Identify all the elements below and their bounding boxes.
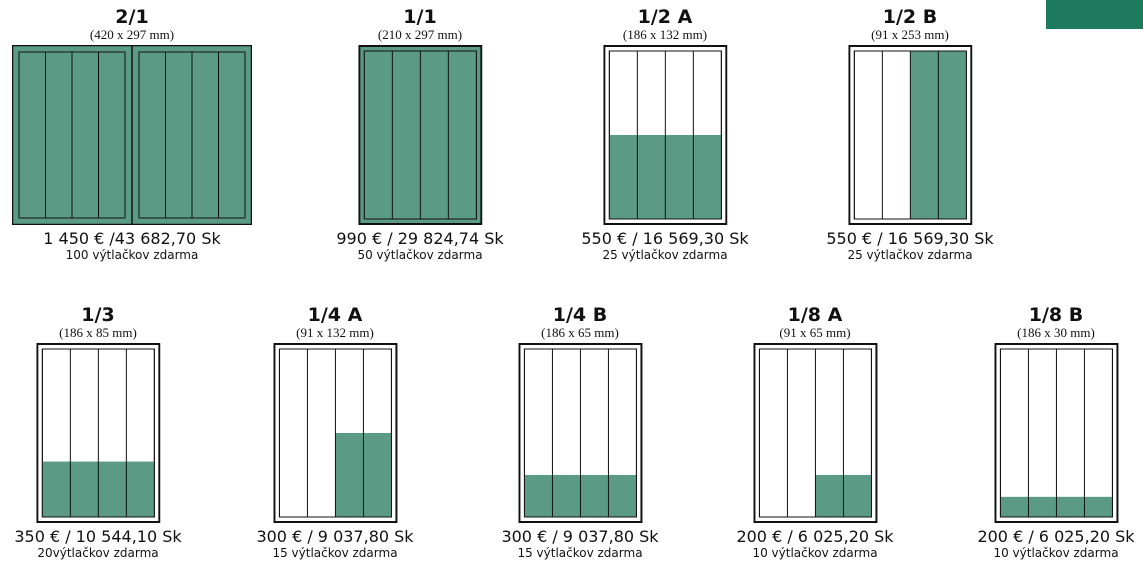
ad-price: 990 € / 29 824,74 Sk bbox=[336, 229, 504, 248]
ad-dimensions: (420 x 297 mm) bbox=[89, 27, 175, 42]
page-diagram-svg bbox=[848, 45, 972, 225]
ad-dimensions: (186 x 65 mm) bbox=[541, 325, 619, 340]
ad-dimensions: (210 x 297 mm) bbox=[377, 27, 463, 42]
page-inner-outline bbox=[853, 50, 967, 220]
ad-dimensions: (186 x 85 mm) bbox=[59, 325, 137, 340]
page-diagram-svg bbox=[603, 45, 727, 225]
ad-free-copies: 100 výtlačkov zdarma bbox=[65, 248, 199, 262]
page-inner-outline bbox=[363, 50, 477, 220]
ad-title: 1/1 bbox=[403, 6, 437, 28]
ad-free-copies: 25 výtlačkov zdarma bbox=[847, 248, 973, 262]
page-diagram bbox=[358, 45, 482, 225]
page-diagram bbox=[753, 343, 877, 523]
ad-free-copies: 10 výtlačkov zdarma bbox=[993, 546, 1119, 560]
page-diagram-svg bbox=[36, 343, 160, 523]
ad-option-1-8b: 1/8 B (186 x 30 mm) 200 € / 6 025,20 Sk 10 … bbox=[977, 305, 1134, 560]
ad-dimensions: (91 x 65 mm) bbox=[779, 325, 851, 340]
ad-title: 1/3 bbox=[81, 304, 115, 326]
ad-free-copies: 25 výtlačkov zdarma bbox=[602, 248, 728, 262]
ad-dimensions: (91 x 132 mm) bbox=[296, 325, 374, 340]
ad-title: 1/2 A bbox=[637, 6, 693, 28]
ad-option-1-2b: 1/2 B (91 x 253 mm) 550 € / 16 569,30 Sk 25… bbox=[826, 7, 993, 262]
page-diagram bbox=[848, 45, 972, 225]
ad-option-1-2a: 1/2 A (186 x 132 mm) 550 € / 16 569,30 Sk 2… bbox=[581, 7, 748, 262]
page-diagram bbox=[603, 45, 727, 225]
ad-price: 1 450 € /43 682,70 Sk bbox=[43, 229, 221, 248]
ad-option-1-8a: 1/8 A (91 x 65 mm) 200 € / 6 025,20 Sk 10 v… bbox=[736, 305, 893, 560]
page-diagram-svg bbox=[358, 45, 482, 225]
ad-free-copies: 20výtlačkov zdarma bbox=[37, 546, 159, 560]
page-diagram bbox=[518, 343, 642, 523]
ad-option-2-1: 2/1 (420 x 297 mm) 1 450 € /43 682,70 Sk 10… bbox=[12, 7, 252, 262]
ad-option-1-1: 1/1 (210 x 297 mm) 990 € / 29 824,74 Sk 50 … bbox=[336, 7, 503, 262]
ad-title: 1/8 A bbox=[787, 304, 843, 326]
page-inner-outline bbox=[41, 348, 155, 518]
page-diagram-svg bbox=[753, 343, 877, 523]
ad-option-1-4b: 1/4 B (186 x 65 mm) 300 € / 9 037,80 Sk 15 … bbox=[501, 305, 658, 560]
ad-free-copies: 15 výtlačkov zdarma bbox=[517, 546, 643, 560]
ad-title: 1/8 B bbox=[1028, 304, 1084, 326]
ad-title: 1/2 B bbox=[882, 6, 938, 28]
page-diagram bbox=[273, 343, 397, 523]
ad-price: 200 € / 6 025,20 Sk bbox=[977, 527, 1135, 546]
page-diagram-svg bbox=[273, 343, 397, 523]
ad-option-1-3: 1/3 (186 x 85 mm) 350 € / 10 544,10 Sk 20vý… bbox=[14, 305, 181, 560]
ad-dimensions: (186 x 30 mm) bbox=[1017, 325, 1095, 340]
page-inner-outline bbox=[758, 348, 872, 518]
ad-price: 300 € / 9 037,80 Sk bbox=[256, 527, 414, 546]
ad-free-copies: 50 výtlačkov zdarma bbox=[357, 248, 483, 262]
page-diagram bbox=[994, 343, 1118, 523]
ad-price: 300 € / 9 037,80 Sk bbox=[501, 527, 659, 546]
corner-tab bbox=[1046, 0, 1143, 29]
ad-title: 1/4 A bbox=[307, 304, 363, 326]
ad-price: 350 € / 10 544,10 Sk bbox=[14, 527, 182, 546]
ad-option-1-4a: 1/4 A (91 x 132 mm) 300 € / 9 037,80 Sk 15 … bbox=[256, 305, 413, 560]
ad-free-copies: 10 výtlačkov zdarma bbox=[752, 546, 878, 560]
page-diagram-svg bbox=[518, 343, 642, 523]
ad-dimensions: (91 x 253 mm) bbox=[871, 27, 949, 42]
page-inner-outline bbox=[278, 348, 392, 518]
ad-title: 1/4 B bbox=[552, 304, 608, 326]
page-diagram bbox=[12, 45, 252, 225]
ad-title: 2/1 bbox=[115, 6, 149, 28]
page-inner-outline bbox=[999, 348, 1113, 518]
page-diagram bbox=[36, 343, 160, 523]
ad-price: 550 € / 16 569,30 Sk bbox=[826, 229, 994, 248]
ad-free-copies: 15 výtlačkov zdarma bbox=[272, 546, 398, 560]
page-diagram-svg bbox=[12, 45, 252, 225]
page-diagram-svg bbox=[994, 343, 1118, 523]
ad-dimensions: (186 x 132 mm) bbox=[622, 27, 708, 42]
ad-price: 200 € / 6 025,20 Sk bbox=[736, 527, 894, 546]
ad-price: 550 € / 16 569,30 Sk bbox=[581, 229, 749, 248]
page-inner-outline bbox=[523, 348, 637, 518]
page-inner-outline bbox=[608, 50, 722, 220]
